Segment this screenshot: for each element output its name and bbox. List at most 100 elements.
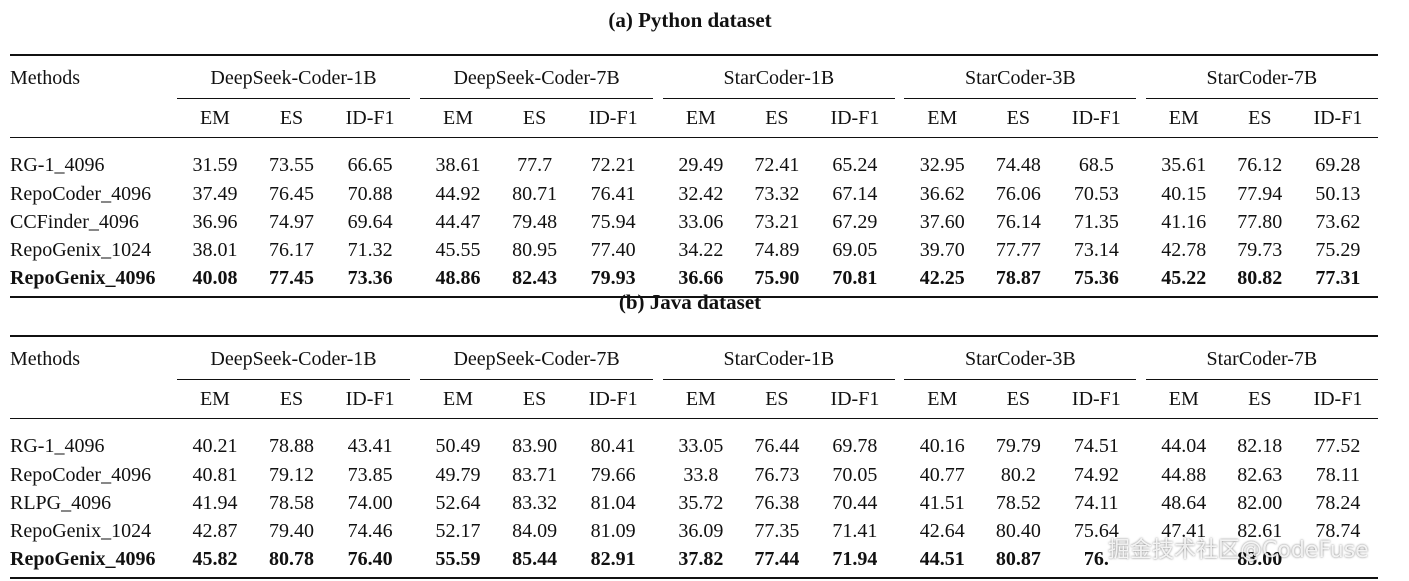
metric-value: 70.88	[347, 182, 393, 205]
table-row: RepoGenix_1024 38.01 76.17 71.32 45.55 80.95 7…	[10, 236, 1378, 264]
metric-value: 78.52	[995, 491, 1041, 514]
metric-value: 70.53	[1073, 182, 1119, 205]
java-results-table: Methods DeepSeek-Coder-1B DeepSeek-Coder-7…	[10, 335, 1378, 579]
metric-value: 40.81	[192, 463, 238, 486]
metric-value: 73.21	[754, 210, 800, 233]
metric-value: 82.61	[1237, 519, 1283, 542]
metric-value: 32.42	[678, 182, 724, 205]
column-gap	[1136, 180, 1145, 208]
metric-value: 71.32	[347, 238, 393, 261]
column-gap	[653, 138, 662, 181]
column-gap	[1136, 461, 1145, 489]
metric-value: 70.44	[832, 491, 878, 514]
column-gap	[894, 379, 905, 419]
column-gap	[653, 489, 662, 517]
header-metric: ES	[738, 98, 815, 138]
caption-python: (a) Python dataset	[608, 8, 772, 32]
metric-value: 76.	[1056, 545, 1137, 579]
column-gap	[1136, 545, 1146, 579]
column-gap	[410, 264, 420, 298]
header-metric: ES	[1221, 379, 1298, 419]
metric-value: 36.09	[678, 519, 724, 542]
header-metric: ID-F1	[572, 379, 654, 419]
column-gap	[410, 55, 419, 99]
metric-value: 44.47	[435, 210, 481, 233]
metric-value: 48.64	[1161, 491, 1207, 514]
column-gap	[895, 55, 904, 99]
column-gap	[1136, 208, 1145, 236]
metric-value: 80.40	[995, 519, 1041, 542]
column-gap	[653, 98, 663, 138]
metric-value: 35.72	[678, 491, 724, 514]
header-methods: Methods	[10, 347, 80, 370]
header-methods-spacer	[10, 98, 177, 138]
metric-value: 44.51	[904, 545, 981, 579]
column-gap	[653, 379, 663, 419]
header-model: DeepSeek-Coder-7B	[419, 336, 654, 380]
column-gap	[894, 545, 905, 579]
metric-value: 76.40	[329, 545, 411, 579]
metric-value: 42.78	[1161, 238, 1207, 261]
metric-value: 75.90	[738, 264, 815, 298]
header-row-metrics: EM ES ID-F1 EM ES ID-F1 EM ES ID-F1 EM ES ID-F1 EM ES…	[10, 98, 1378, 138]
column-gap	[1136, 55, 1145, 99]
metric-value: 38.01	[192, 238, 238, 261]
header-metric: ID-F1	[1056, 379, 1137, 419]
metric-value: 73.32	[754, 182, 800, 205]
column-gap	[653, 180, 662, 208]
metric-value: 74.46	[347, 519, 393, 542]
metric-value: 67.29	[832, 210, 878, 233]
metric-value: 79.12	[269, 463, 314, 486]
metric-value: 43.41	[347, 434, 393, 457]
metric-value: 74.92	[1073, 463, 1119, 486]
metric-value: 40.77	[919, 463, 965, 486]
header-metric: ES	[738, 379, 815, 419]
header-methods: Methods	[10, 66, 80, 89]
header-metric: EM	[662, 98, 739, 138]
metric-value: 34.22	[678, 238, 724, 261]
metric-value: 38.61	[435, 153, 481, 176]
metric-value: 78.87	[980, 264, 1057, 298]
metric-value: 41.16	[1161, 210, 1207, 233]
metric-value: 83.71	[512, 463, 558, 486]
metric-value: 75.36	[1056, 264, 1137, 298]
metric-value: 79.79	[995, 434, 1041, 457]
column-gap	[653, 236, 662, 264]
metric-value: 78.11	[1315, 463, 1361, 486]
metric-value: 40.16	[919, 434, 965, 457]
metric-value: 33.05	[678, 434, 724, 457]
metric-value: 74.51	[1073, 434, 1119, 457]
header-row-models: Methods DeepSeek-Coder-1B DeepSeek-Coder-7…	[10, 336, 1378, 380]
metric-value: 69.64	[347, 210, 393, 233]
metric-value: 50.13	[1315, 182, 1361, 205]
column-gap	[410, 98, 420, 138]
column-gap	[410, 419, 419, 462]
header-methods-spacer	[10, 379, 177, 419]
metric-value: 78.58	[269, 491, 314, 514]
metric-value: 74.00	[347, 491, 393, 514]
header-metric: ES	[496, 379, 573, 419]
header-metric: ID-F1	[329, 379, 411, 419]
column-gap	[895, 236, 904, 264]
table-row: CCFinder_4096 36.96 74.97 69.64 44.47 79.48 75…	[10, 208, 1378, 236]
metric-value: 72.21	[590, 153, 636, 176]
table-row: RepoGenix_4096 40.08 77.45 73.36 48.86 82.43 7…	[10, 264, 1378, 298]
method-name: RepoCoder_4096	[10, 182, 152, 205]
header-metric: ES	[253, 98, 330, 138]
metric-value: 82.43	[496, 264, 573, 298]
metric-value: 79.66	[590, 463, 636, 486]
table-row: RepoCoder_4096 40.81 79.12 73.85 49.79 83.71 7…	[10, 461, 1378, 489]
metric-value: 82.18	[1237, 434, 1283, 457]
metric-value: 77.40	[590, 238, 636, 261]
caption-java: (b) Java dataset	[618, 290, 762, 314]
metric-value: 80.95	[512, 238, 558, 261]
metric-value: 41.51	[919, 491, 965, 514]
metric-value: 45.55	[435, 238, 481, 261]
metric-value: 75.29	[1315, 238, 1361, 261]
metric-value: 78.88	[269, 434, 314, 457]
metric-value: 40.21	[192, 434, 238, 457]
metric-value: 45.22	[1145, 264, 1222, 298]
metric-value: 69.78	[832, 434, 878, 457]
table-row: RG-1_4096 40.21 78.88 43.41 50.49 83.90 80.41 3…	[10, 419, 1378, 462]
metric-value: 77.77	[995, 238, 1041, 261]
